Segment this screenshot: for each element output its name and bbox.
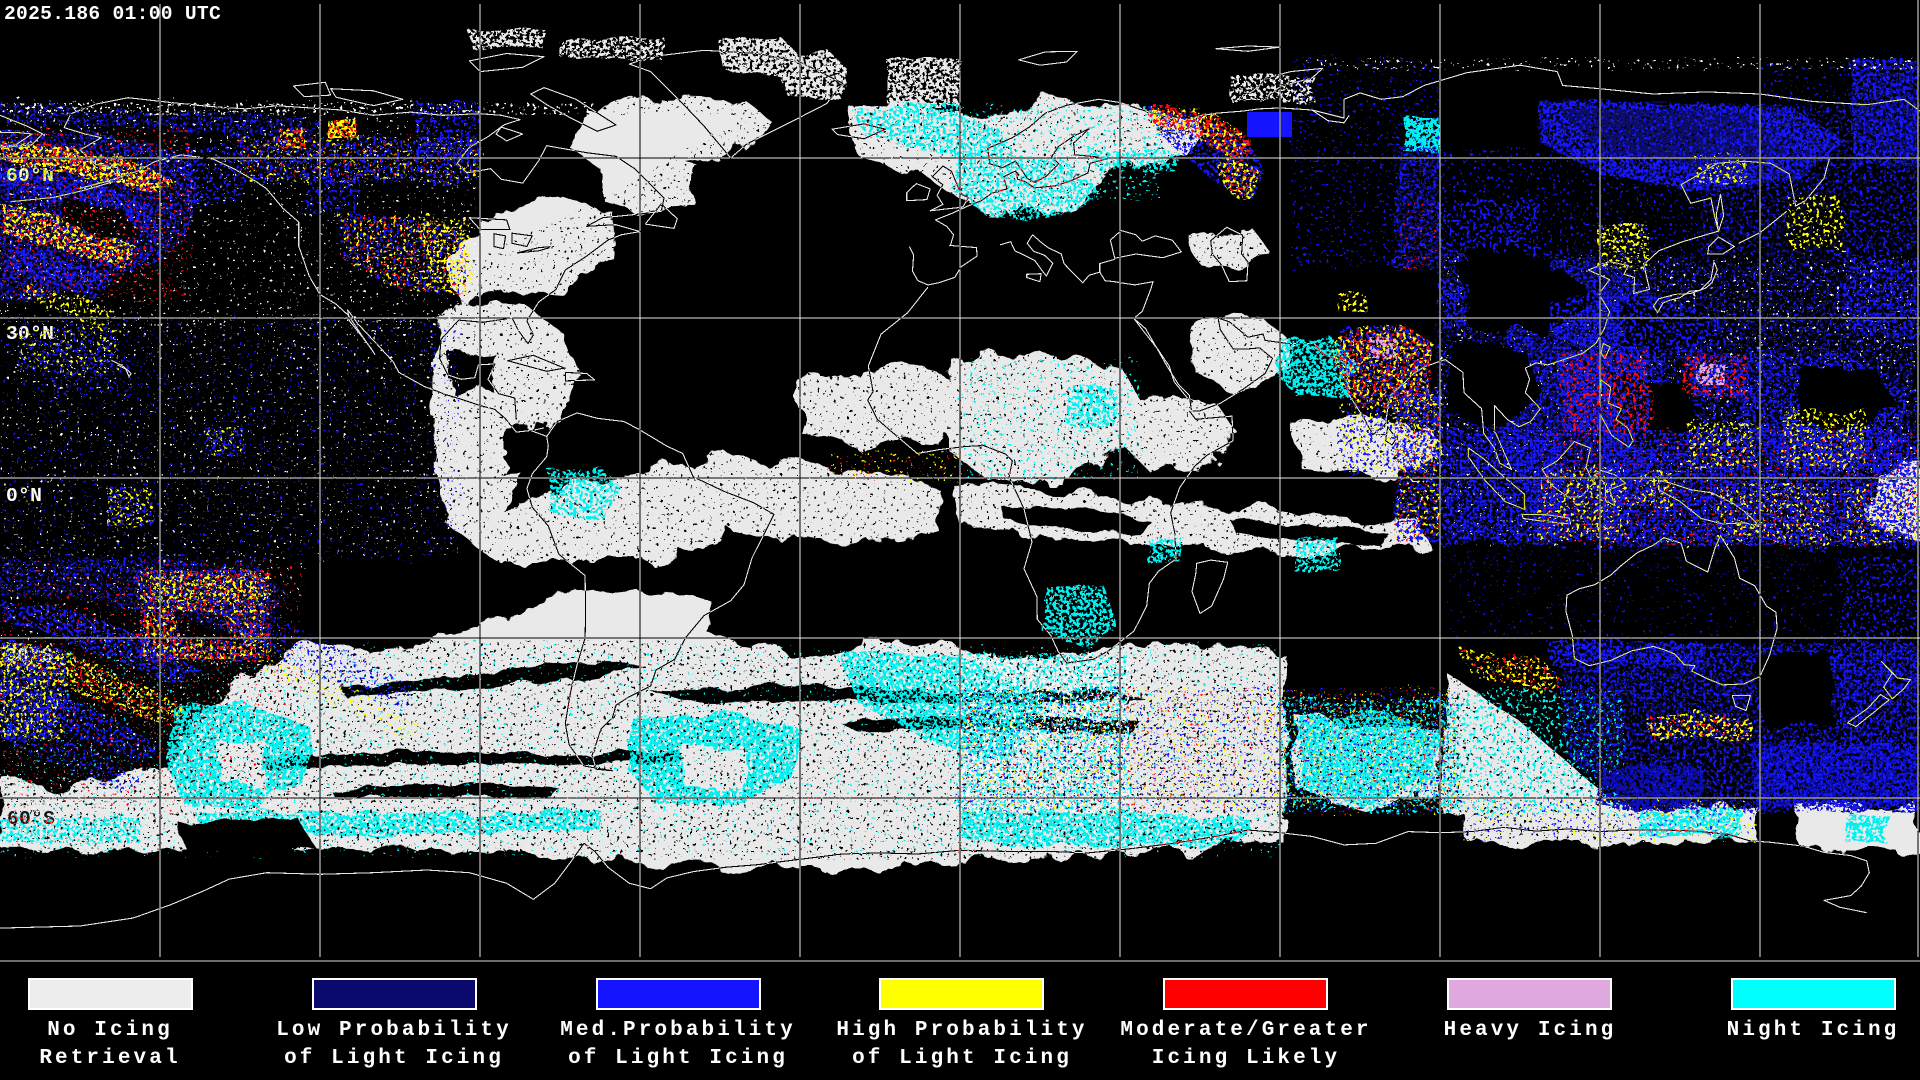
svg-text:Med.Probability: Med.Probability [560,1019,796,1042]
svg-text:Moderate/Greater: Moderate/Greater [1120,1019,1371,1042]
svg-text:Retrieval: Retrieval [39,1047,180,1070]
svg-text:Low Probability: Low Probability [276,1019,512,1042]
svg-text:60°N: 60°N [6,165,54,187]
svg-text:No Icing: No Icing [47,1019,173,1042]
svg-text:Night Icing: Night Icing [1727,1019,1900,1042]
svg-text:High Probability: High Probability [836,1019,1087,1042]
svg-text:of Light Icing: of Light Icing [852,1047,1072,1070]
svg-text:of Light Icing: of Light Icing [284,1047,504,1070]
svg-text:0°N: 0°N [6,485,42,507]
svg-text:30°N: 30°N [6,323,54,345]
svg-text:30°S: 30°S [5,645,53,667]
svg-text:Heavy Icing: Heavy Icing [1444,1019,1617,1042]
svg-text:2025.186 01:00 UTC: 2025.186 01:00 UTC [4,3,221,25]
svg-text:of Light Icing: of Light Icing [568,1047,788,1070]
svg-text:Icing Likely: Icing Likely [1152,1047,1340,1070]
svg-text:60°S: 60°S [7,808,55,830]
